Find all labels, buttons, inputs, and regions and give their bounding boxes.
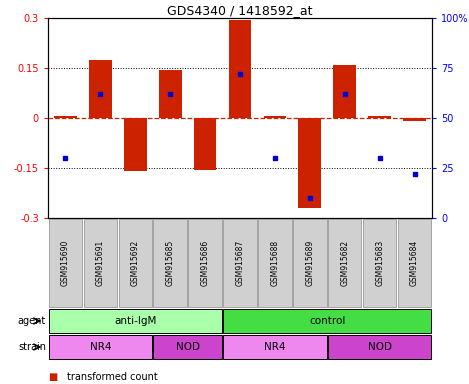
- Text: agent: agent: [18, 316, 46, 326]
- Text: NOD: NOD: [175, 342, 200, 352]
- Bar: [223, 309, 431, 333]
- Text: GSM915685: GSM915685: [166, 240, 174, 286]
- Text: GSM915691: GSM915691: [96, 240, 105, 286]
- Bar: [83, 219, 117, 307]
- Text: GSM915684: GSM915684: [410, 240, 419, 286]
- Bar: [153, 335, 222, 359]
- Bar: [153, 219, 187, 307]
- Text: GSM915688: GSM915688: [271, 240, 280, 286]
- Bar: [49, 335, 152, 359]
- Text: GSM915686: GSM915686: [201, 240, 210, 286]
- Text: NR4: NR4: [90, 342, 111, 352]
- Bar: [189, 219, 222, 307]
- Text: GSM915683: GSM915683: [375, 240, 384, 286]
- Bar: [49, 309, 222, 333]
- Bar: [403, 118, 426, 121]
- Bar: [124, 118, 147, 171]
- Text: strain: strain: [18, 342, 46, 352]
- Text: GSM915687: GSM915687: [235, 240, 244, 286]
- Bar: [54, 116, 77, 118]
- Bar: [194, 118, 216, 170]
- Text: anti-IgM: anti-IgM: [114, 316, 157, 326]
- Bar: [229, 20, 251, 118]
- Bar: [119, 219, 152, 307]
- Bar: [333, 65, 356, 118]
- Bar: [368, 116, 391, 118]
- Text: NOD: NOD: [368, 342, 392, 352]
- Bar: [159, 70, 182, 118]
- Text: GSM915682: GSM915682: [340, 240, 349, 286]
- Bar: [328, 219, 362, 307]
- Bar: [89, 60, 112, 118]
- Text: GSM915689: GSM915689: [305, 240, 314, 286]
- Bar: [293, 219, 326, 307]
- Text: NR4: NR4: [264, 342, 286, 352]
- Bar: [223, 335, 326, 359]
- Text: GSM915692: GSM915692: [131, 240, 140, 286]
- Text: GSM915690: GSM915690: [61, 240, 70, 286]
- Bar: [223, 219, 257, 307]
- Bar: [49, 219, 82, 307]
- Bar: [328, 335, 431, 359]
- Title: GDS4340 / 1418592_at: GDS4340 / 1418592_at: [167, 4, 313, 17]
- Bar: [363, 219, 396, 307]
- Bar: [398, 219, 431, 307]
- Bar: [298, 118, 321, 208]
- Text: transformed count: transformed count: [67, 372, 158, 382]
- Bar: [258, 219, 292, 307]
- Bar: [264, 116, 286, 118]
- Text: ■: ■: [48, 372, 57, 382]
- Text: control: control: [309, 316, 346, 326]
